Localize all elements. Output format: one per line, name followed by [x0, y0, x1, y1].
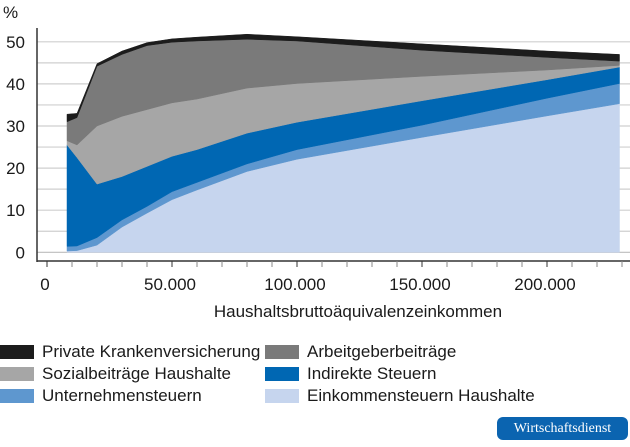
legend-item-indirekte-steuern: Indirekte Steuern: [265, 364, 436, 384]
legend-swatch: [265, 345, 299, 359]
x-tick-label: 100.000: [264, 275, 325, 294]
legend-item-unternehmensteuern: Unternehmensteuern: [0, 386, 202, 406]
publisher-badge: Wirtschaftsdienst: [497, 417, 628, 440]
legend-swatch: [0, 367, 34, 381]
y-tick-label: 50: [6, 33, 25, 52]
legend-item-arbeitgeberbeitraege: Arbeitgeberbeiträge: [265, 342, 456, 362]
stacked-area-chart: 0 10 20 30 40 50 0 50.000 100.000 150.000 200.000%…: [3, 3, 630, 321]
legend-swatch: [265, 367, 299, 381]
y-tick-label: 0: [16, 243, 25, 262]
x-tick-label: 200.000: [514, 275, 575, 294]
legend-item-private-krankenversicherung: Private Krankenversicherung: [0, 342, 260, 362]
legend-swatch: [0, 389, 34, 403]
y-tick-label: 40: [6, 75, 25, 94]
legend-label: Indirekte Steuern: [307, 364, 437, 383]
legend-item-sozialbeitraege-haushalte: Sozialbeiträge Haushalte: [0, 364, 231, 384]
x-tick-label: 0: [40, 275, 49, 294]
y-tick-label: 20: [6, 159, 25, 178]
legend-swatch: [0, 345, 34, 359]
legend-swatch: [265, 389, 299, 403]
y-axis-label: %: [3, 3, 18, 22]
legend-label: Arbeitgeberbeiträge: [307, 342, 457, 361]
legend-item-einkommensteuern-haushalte: Einkommensteuern Haushalte: [265, 386, 535, 406]
legend-label: Unternehmensteuern: [42, 386, 202, 405]
y-tick-label: 10: [6, 201, 25, 220]
x-axis-label: Haushaltsbruttoäquivalenzeinkommen: [214, 302, 502, 321]
x-tick-label: 150.000: [389, 275, 450, 294]
legend-label: Sozialbeiträge Haushalte: [42, 364, 232, 383]
legend-label: Einkommensteuern Haushalte: [307, 386, 535, 405]
x-tick-label: 50.000: [144, 275, 196, 294]
area-private-krankenversicherung: [66, 33, 620, 123]
legend-label: Private Krankenversicherung: [42, 342, 261, 361]
y-tick-label: 30: [6, 117, 25, 136]
